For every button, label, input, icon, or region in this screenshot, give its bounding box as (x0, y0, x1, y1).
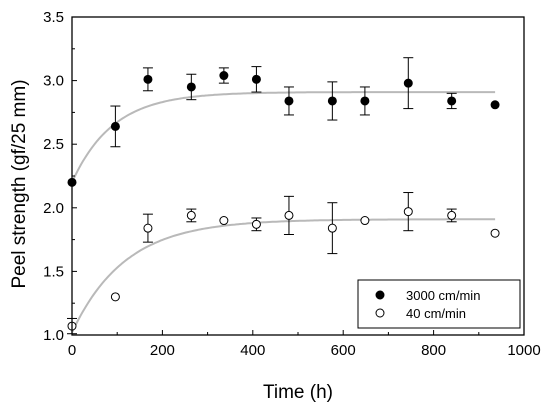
y-axis-title: Peel strength (gf/25 mm) (9, 79, 30, 288)
fit-curves (71, 91, 496, 333)
x-tick-label: 600 (331, 342, 356, 359)
point-40 (110, 292, 120, 302)
point-40 (447, 210, 457, 220)
point-40 (251, 219, 261, 229)
y-tick-label: 2.0 (43, 200, 64, 217)
point-3000 (360, 96, 370, 106)
point-3000 (251, 74, 261, 84)
point-40 (327, 223, 337, 233)
y-tick-label: 3.0 (43, 73, 64, 90)
point-3000 (186, 82, 196, 92)
point-40 (284, 210, 294, 220)
legend-label-3000: 3000 cm/min (406, 288, 480, 303)
point-3000 (143, 74, 153, 84)
legend-label-40: 40 cm/min (406, 306, 466, 321)
point-3000 (327, 96, 337, 106)
point-3000 (219, 71, 229, 81)
point-40 (186, 210, 196, 220)
legend-marker-3000 (375, 290, 385, 300)
legend: 3000 cm/min 40 cm/min (357, 279, 521, 329)
legend-box (357, 279, 521, 329)
point-3000 (284, 96, 294, 106)
point-40 (490, 228, 500, 238)
x-tick-label: 400 (240, 342, 265, 359)
x-tick-label: 200 (150, 342, 175, 359)
point-3000 (110, 121, 120, 131)
x-axis-title: Time (h) (263, 382, 333, 403)
point-3000 (403, 78, 413, 88)
y-tick-label: 1.0 (43, 327, 64, 344)
point-40 (403, 207, 413, 217)
x-tick-label: 1000 (507, 342, 540, 359)
point-40 (143, 223, 153, 233)
fit-curve-1 (71, 218, 496, 333)
x-tick-label: 0 (68, 342, 76, 359)
y-tick-label: 1.5 (43, 263, 64, 280)
data-points (67, 71, 500, 331)
y-tick-label: 3.5 (43, 9, 64, 26)
legend-marker-40 (375, 308, 385, 318)
axis-ticks: 0 200 400 600 800 1000 1.0 1.5 2.0 2.5 3.0 3.5 (43, 9, 541, 359)
x-tick-label: 800 (421, 342, 446, 359)
point-3000 (490, 100, 500, 110)
point-40 (219, 216, 229, 226)
point-3000 (447, 96, 457, 106)
point-40 (360, 216, 370, 226)
y-tick-label: 2.5 (43, 136, 64, 153)
fit-curve-0 (71, 91, 496, 183)
